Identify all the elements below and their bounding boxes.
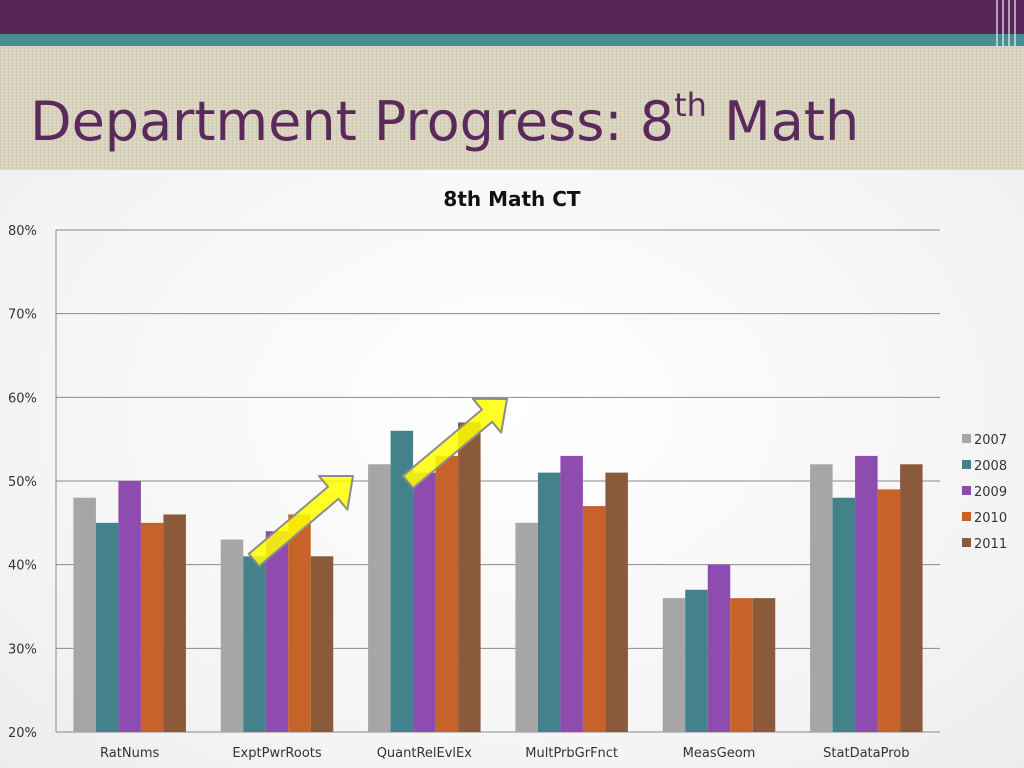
bar-2011-MeasGeom (752, 598, 776, 732)
bar-2008-RatNums (95, 522, 119, 732)
legend-label: 2008 (974, 459, 1007, 474)
accent-band (0, 34, 1024, 46)
bar-2009-StatDataProb (855, 455, 878, 732)
bar-2009-MultPrbGrFnct (560, 455, 583, 732)
y-tick-label: 80% (8, 224, 37, 239)
legend-label: 2011 (974, 537, 1007, 552)
bar-chart: 8th Math CT 20% 30% 40% 50% 60% 70% 80% RatNum… (8, 187, 1007, 761)
x-tick-label: StatDataProb (823, 746, 909, 761)
annotation-arrows (247, 397, 508, 568)
bars (73, 422, 923, 732)
y-tick-label: 50% (8, 475, 37, 490)
bar-2007-StatDataProb (810, 464, 833, 732)
x-tick-label: QuantRelEvlEx (377, 746, 473, 761)
legend-label: 2010 (974, 511, 1007, 526)
legend-swatch (962, 434, 971, 443)
bar-2009-QuantRelEvlEx (413, 472, 436, 732)
slide-title-end: Math (706, 90, 860, 153)
bar-2008-MultPrbGrFnct (537, 472, 561, 732)
bar-2010-QuantRelEvlEx (435, 455, 459, 732)
x-tick-label: MeasGeom (683, 746, 756, 761)
chart-title: 8th Math CT (443, 187, 581, 211)
legend-label: 2007 (974, 433, 1007, 448)
up-right-arrow (247, 475, 354, 568)
legend-swatch (962, 512, 971, 521)
bar-2009-MeasGeom (707, 564, 731, 732)
x-tick-label: MultPrbGrFnct (525, 746, 618, 761)
legend-swatch (962, 486, 971, 495)
bar-2008-QuantRelEvlEx (390, 430, 414, 732)
slide-title: Department Progress: 8th Math (30, 86, 859, 158)
bar-2008-ExptPwrRoots (243, 556, 266, 732)
y-tick-label: 70% (8, 308, 37, 323)
x-tick-label: ExptPwrRoots (232, 746, 322, 761)
bar-2011-QuantRelEvlEx (458, 422, 481, 732)
legend-swatch (962, 538, 971, 547)
legend-swatch (962, 460, 971, 469)
bar-2011-StatDataProb (900, 464, 923, 732)
bar-2009-RatNums (118, 481, 141, 732)
bar-2011-ExptPwrRoots (310, 556, 334, 732)
x-axis-ticks: RatNums ExptPwrRoots QuantRelEvlEx MultPrbG… (100, 746, 909, 761)
bar-2011-MultPrbGrFnct (605, 472, 628, 732)
bar-2010-RatNums (140, 522, 164, 732)
up-right-arrow (401, 397, 508, 490)
y-tick-label: 20% (8, 726, 37, 741)
bar-2010-StatDataProb (877, 489, 901, 732)
x-tick-label: RatNums (100, 746, 159, 761)
bar-2010-MeasGeom (730, 598, 753, 732)
bar-2010-ExptPwrRoots (288, 514, 311, 732)
legend-label: 2009 (974, 485, 1007, 500)
title-band (0, 46, 1024, 170)
grid-layer (55, 229, 940, 733)
y-axis-ticks: 20% 30% 40% 50% 60% 70% 80% (8, 224, 37, 741)
y-tick-label: 60% (8, 391, 37, 406)
legend: 2007 2008 2009 2010 2011 (962, 433, 1007, 552)
bar-2008-StatDataProb (832, 497, 856, 732)
bar-2007-ExptPwrRoots (220, 539, 244, 732)
slide-title-main: Department Progress: 8 (30, 90, 675, 153)
bar-2011-RatNums (163, 514, 186, 732)
bar-2007-QuantRelEvlEx (368, 464, 391, 732)
header-band (0, 0, 1024, 34)
bar-2007-MeasGeom (662, 598, 686, 732)
bar-2007-RatNums (73, 497, 96, 732)
y-tick-label: 30% (8, 642, 37, 657)
bar-2010-MultPrbGrFnct (582, 506, 606, 732)
bar-2007-MultPrbGrFnct (515, 522, 538, 732)
slide-title-superscript: th (674, 86, 707, 124)
bar-2008-MeasGeom (685, 589, 708, 732)
y-tick-label: 40% (8, 559, 37, 574)
bar-2009-ExptPwrRoots (265, 531, 289, 732)
